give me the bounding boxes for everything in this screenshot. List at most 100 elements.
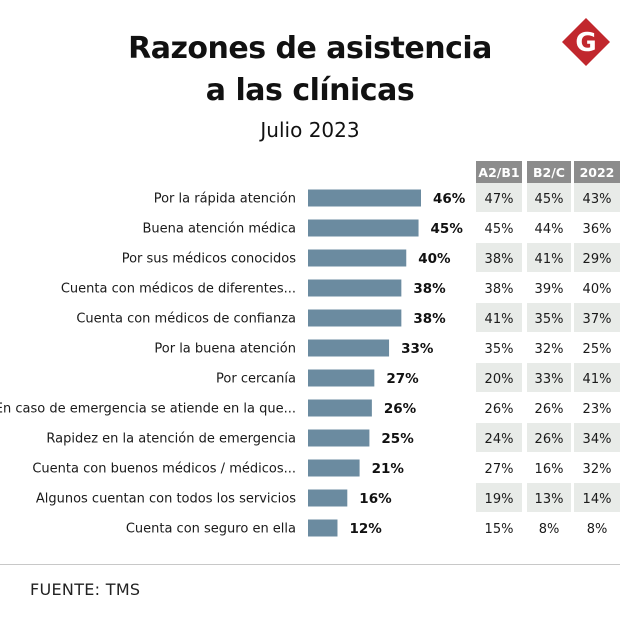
table-cell-value: 38%: [485, 252, 514, 267]
table-cell-value: 8%: [539, 522, 560, 537]
table-cell-value: 39%: [535, 282, 564, 297]
category-label: Por cercanía: [216, 372, 296, 387]
table-cell-shade: [574, 303, 620, 332]
table-cell-shade: [527, 183, 571, 212]
table-cell-value: 26%: [535, 432, 564, 447]
table-cell-value: 29%: [583, 252, 612, 267]
table-cell-shade: [574, 483, 620, 512]
table-header-cell: [476, 161, 522, 183]
table-cell-value: 26%: [485, 402, 514, 417]
category-label: Por sus médicos conocidos: [122, 252, 297, 267]
chart-title: Razones de asistencia a las clínicas: [0, 28, 620, 112]
table-cell-value: 45%: [535, 192, 564, 207]
table-header-cell: [527, 161, 571, 183]
table-cell-shade: [476, 183, 522, 212]
table-cell-shade: [574, 363, 620, 392]
table-cell-value: 41%: [583, 372, 612, 387]
table-cell-value: 34%: [583, 432, 612, 447]
logo-badge: [562, 18, 610, 66]
table-cell-shade: [527, 483, 571, 512]
bar: [308, 519, 338, 537]
source-note: FUENTE: TMS: [30, 580, 141, 599]
table-cell-shade: [574, 423, 620, 452]
table-cell-value: 16%: [535, 462, 564, 477]
table-cell-value: 20%: [485, 372, 514, 387]
category-label: Cuenta con buenos médicos / médicos...: [32, 462, 296, 477]
chart-title-line-1: Razones de asistencia: [128, 31, 492, 66]
table-cell-value: 8%: [587, 522, 608, 537]
table-cell-value: 23%: [583, 402, 612, 417]
bar-value-label: 33%: [401, 341, 434, 357]
table-cell-value: 41%: [485, 312, 514, 327]
table-cell-shade: [574, 183, 620, 212]
bar-value-label: 45%: [431, 221, 464, 237]
bar: [308, 189, 421, 207]
bar: [308, 369, 375, 387]
category-label: Algunos cuentan con todos los servicios: [36, 492, 296, 507]
table-cell-shade: [527, 363, 571, 392]
bar: [308, 339, 390, 357]
bar: [308, 249, 407, 267]
chart-subtitle: Julio 2023: [260, 118, 360, 142]
bar-value-label: 46%: [433, 191, 466, 207]
table-cell-value: 33%: [535, 372, 564, 387]
table-cell-shade: [476, 243, 522, 272]
table-cell-value: 32%: [583, 462, 612, 477]
bar: [308, 399, 372, 417]
table-cell-value: 45%: [485, 222, 514, 237]
table-cell-value: 26%: [535, 402, 564, 417]
table-header-label: 2022: [580, 165, 615, 180]
bar-value-label: 26%: [384, 401, 417, 417]
table-cell-value: 25%: [583, 342, 612, 357]
table-cell-value: 36%: [583, 222, 612, 237]
g-logo-icon: G: [562, 18, 610, 66]
table-cell-value: 35%: [485, 342, 514, 357]
logo-letter: G: [575, 28, 596, 58]
bar: [308, 279, 402, 297]
bar-value-label: 40%: [418, 251, 451, 267]
table-cell-shade: [476, 363, 522, 392]
bar-value-label: 25%: [381, 431, 414, 447]
category-label: En caso de emergencia se atiende en la q…: [0, 402, 296, 417]
table-cell-value: 32%: [535, 342, 564, 357]
category-label: Cuenta con seguro en ella: [126, 522, 296, 537]
bar: [308, 309, 402, 327]
table-cell-shade: [527, 243, 571, 272]
footer-divider: [0, 564, 620, 565]
table-cell-value: 47%: [485, 192, 514, 207]
category-label: Buena atención médica: [142, 222, 296, 237]
table-cell-value: 38%: [485, 282, 514, 297]
table-cell-value: 19%: [485, 492, 514, 507]
table-cell-shade: [476, 483, 522, 512]
bar-value-label: 21%: [372, 461, 405, 477]
table-cell-value: 13%: [535, 492, 564, 507]
table-cell-value: 27%: [485, 462, 514, 477]
bar: [308, 429, 370, 447]
category-label: Cuenta con médicos de confianza: [76, 312, 296, 327]
category-label: Rapidez en la atención de emergencia: [46, 432, 296, 447]
table-cell-value: 14%: [583, 492, 612, 507]
category-label: Por la rápida atención: [154, 192, 296, 207]
table-cell-value: 43%: [583, 192, 612, 207]
table-cell-shade: [476, 423, 522, 452]
bar-value-label: 12%: [349, 521, 382, 537]
table-header-label: A2/B1: [478, 165, 519, 180]
table-header-label: B2/C: [533, 165, 565, 180]
table-cell-value: 37%: [583, 312, 612, 327]
bar: [308, 219, 419, 237]
table-cell-value: 40%: [583, 282, 612, 297]
table-cell-value: 15%: [485, 522, 514, 537]
table-cell-value: 24%: [485, 432, 514, 447]
bar-value-label: 16%: [359, 491, 392, 507]
table-cell-value: 35%: [535, 312, 564, 327]
bar-value-label: 27%: [386, 371, 419, 387]
category-label: Cuenta con médicos de diferentes...: [61, 282, 296, 297]
bar-value-label: 38%: [413, 281, 446, 297]
bar: [308, 459, 360, 477]
table-cell-value: 44%: [535, 222, 564, 237]
table-cell-shade: [527, 303, 571, 332]
table-cell-shade: [476, 303, 522, 332]
bar-chart: A2/B1 B2/C 2022 Por la rápida atención 46% 47…: [0, 161, 620, 537]
chart-title-line-2: a las clínicas: [205, 73, 415, 108]
table-cell-shade: [527, 423, 571, 452]
